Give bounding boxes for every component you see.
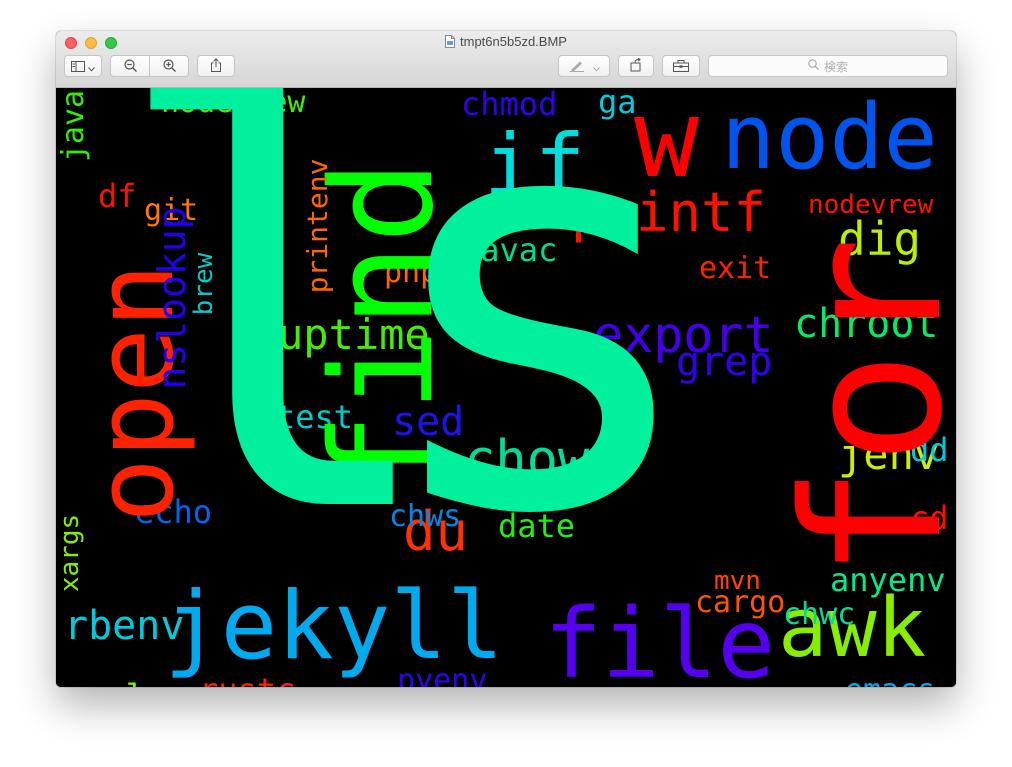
word-export: export [593,306,774,364]
image-canvas: w node jekyll file awk if printf chown e… [56,88,956,687]
rotate-icon [629,57,643,76]
word-jekyll: jekyll [164,572,504,681]
rotate-button[interactable] [618,55,654,77]
word-jenv: jenv [838,430,940,479]
word-cd: cd [910,499,949,537]
zoom-button[interactable] [105,37,117,49]
word-dd: dd [910,431,949,469]
word-ls: ls [106,88,710,638]
zoom-in-button[interactable] [149,55,189,77]
toolbox-button[interactable] [662,55,700,77]
document-icon [445,35,456,51]
word-chmod: chmod [461,88,558,123]
word-date: date [498,507,576,545]
markup-chevron-down-icon [592,57,600,76]
search-field[interactable]: 検索 [708,55,948,77]
minimize-button[interactable] [85,37,97,49]
word-xargs: xargs [56,513,85,593]
word-du: du [403,500,469,563]
word-emacs: emacs [845,676,935,688]
word-uptime: uptime [278,310,430,359]
sidebar-toggle-button[interactable] [64,55,102,77]
markup-pen-icon [569,57,585,76]
word-chroot: chroot [794,301,939,347]
word-dig: dig [838,212,922,266]
titlebar: tmpt6n5b5zd.BMP [56,31,956,88]
word-ga: ga [598,88,637,121]
word-java: java [56,89,91,163]
word-file: file [544,588,776,687]
word-nodevrew: nodevrew [808,190,934,220]
word-chown: chown [464,430,621,490]
share-button[interactable] [197,55,235,77]
window-title: tmpt6n5b5zd.BMP [460,34,567,49]
word-node: node [721,88,938,190]
word-for: for [763,236,956,580]
word-rbenv: rbenv [64,603,185,649]
word-nodebrew: nodebrew [161,88,306,120]
zoom-out-button[interactable] [110,55,150,77]
markup-button[interactable] [558,55,610,77]
word-anyenv: anyenv [830,561,946,599]
word-javac: javac [461,231,558,269]
word-df: df [98,177,137,215]
chevron-down-icon [88,57,95,76]
word-curl: curl [68,680,145,687]
search-placeholder: 検索 [823,59,848,74]
word-echo: echo [135,493,213,531]
sidebar-icon [71,57,85,76]
share-icon [210,57,222,76]
word-git: git [144,193,199,228]
word-mvn: mvn [714,566,761,596]
search-icon [808,59,819,73]
word-chwc: chwc [783,597,856,632]
word-test: test [276,398,354,436]
word-w: w [634,88,700,202]
word-cargo: cargo [695,585,786,620]
toolbox-icon [673,57,689,76]
word-php: php [384,255,439,290]
word-printf: printf [571,181,767,244]
word-awk: awk [778,581,927,676]
word-chws: chws [389,499,462,534]
zoom-in-icon [162,57,176,76]
word-if: if [484,116,586,214]
word-grep: grep [676,339,773,385]
word-pyenv: pyenv [397,663,488,688]
word-rustc: rustc [199,674,295,687]
preview-window: tmpt6n5b5zd.BMP [56,31,956,687]
word-sed: sed [392,399,465,445]
window-title-area: tmpt6n5b5zd.BMP [56,34,956,51]
close-button[interactable] [65,37,77,49]
zoom-out-icon [123,57,137,76]
word-exit: exit [699,251,772,286]
